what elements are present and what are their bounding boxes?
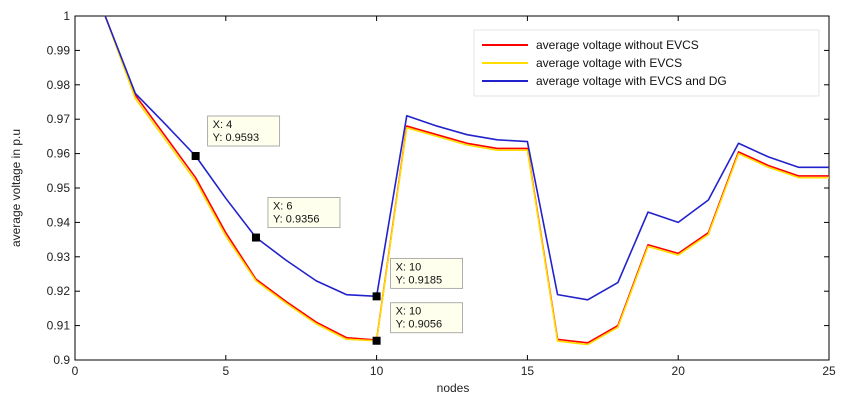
series-line-with-evcs-and-dg <box>104 15 829 301</box>
y-tick-label: 1 <box>63 9 70 23</box>
x-tick-label: 10 <box>370 364 384 378</box>
y-tick-label: 0.92 <box>47 284 71 298</box>
datatip-y-label: Y: 0.9356 <box>273 214 320 226</box>
series-line-with-evcs <box>104 15 829 346</box>
x-tick-label: 20 <box>672 364 686 378</box>
y-tick-label: 0.97 <box>47 112 71 126</box>
ticks-layer: 0 5 10 15 20 25 0.9 0.91 0.92 0.93 0.94 0.95 0.96 0.9… <box>47 9 836 378</box>
legend-entry-with-evcs: average voltage with EVCS <box>536 56 682 70</box>
x-tick-label: 0 <box>72 364 79 378</box>
datatip-marker <box>372 336 381 345</box>
x-tick-label: 15 <box>521 364 535 378</box>
y-tick-label: 0.9 <box>53 353 70 367</box>
datatip-box <box>390 302 464 334</box>
datatip-y-label: Y: 0.9593 <box>213 132 260 144</box>
series-layer <box>104 15 829 346</box>
datatip-marker <box>251 233 260 242</box>
datatip-y-label: Y: 0.9185 <box>396 274 443 286</box>
legend-entry-with-evcs-and-dg: average voltage with EVCS and DG <box>536 74 727 88</box>
datatip-marker <box>372 292 381 301</box>
y-tick-label: 0.99 <box>47 43 71 57</box>
x-axis-label: nodes <box>437 381 470 395</box>
datatip-x-label: X: 4 <box>213 119 233 131</box>
legend-entry-without-evcs: average voltage without EVCS <box>536 38 699 52</box>
y-tick-label: 0.93 <box>47 250 71 264</box>
datatip-x-label: X: 10 <box>396 261 422 273</box>
y-tick-label: 0.98 <box>47 78 71 92</box>
datatip-box <box>390 257 464 289</box>
x-tick-label: 25 <box>822 364 836 378</box>
y-tick-label: 0.95 <box>47 181 71 195</box>
y-tick-label: 0.96 <box>47 147 71 161</box>
x-tick-label: 5 <box>222 364 229 378</box>
datatip-box <box>267 197 341 228</box>
y-tick-label: 0.91 <box>47 319 71 333</box>
datatip-marker <box>191 152 200 161</box>
legend: average voltage without EVCS average vol… <box>473 29 820 97</box>
datatip-x-label: X: 6 <box>273 201 293 213</box>
y-tick-label: 0.94 <box>47 215 71 229</box>
datatip-x-label: X: 10 <box>396 306 422 318</box>
legend-box <box>473 29 820 97</box>
datatip-box <box>207 115 281 147</box>
y-axis-label: average voltage in p.u <box>9 129 23 247</box>
datatip-y-label: Y: 0.9056 <box>396 319 443 331</box>
